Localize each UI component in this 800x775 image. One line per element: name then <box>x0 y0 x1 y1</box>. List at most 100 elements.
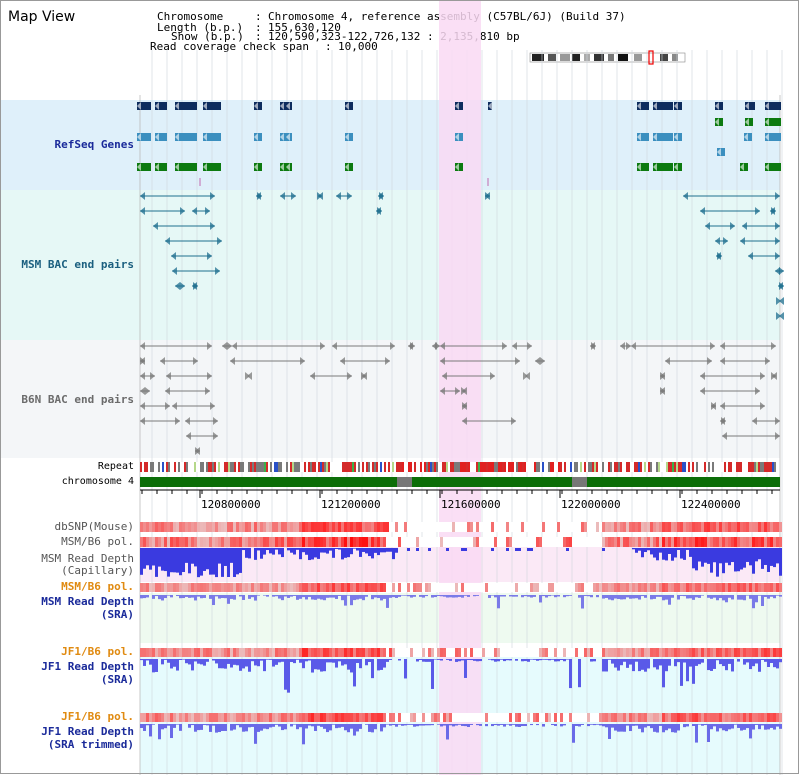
track-label-dbsnp[interactable]: dbSNP(Mouse) <box>54 520 134 533</box>
heat-cell <box>482 522 485 532</box>
depth-bar <box>764 724 767 730</box>
track-label-jf1-depth-sra[interactable]: JF1 Read Depth <box>41 660 134 673</box>
heatmap-tracks[interactable] <box>140 522 782 722</box>
depth-bar <box>749 724 752 739</box>
repeat-element <box>272 462 274 472</box>
depth-bar <box>773 724 776 730</box>
depth-bar <box>575 724 578 726</box>
track-label-jf1-b6-pol-1[interactable]: JF1/B6 pol. <box>61 645 134 658</box>
track-label-jf1-b6-pol-2[interactable]: JF1/B6 pol. <box>61 710 134 723</box>
heat-cell <box>236 537 239 547</box>
depth-bar <box>743 595 746 601</box>
depth-bar <box>560 659 563 661</box>
heat-cell <box>344 537 347 547</box>
heat-cell <box>170 713 173 722</box>
track-label-b6n-bac[interactable]: B6N BAC end pairs <box>21 393 134 406</box>
depth-bar <box>143 724 146 731</box>
heat-cell <box>197 583 200 592</box>
heat-cell <box>266 537 269 547</box>
track-label-msm-b6-pol-1[interactable]: MSM/B6 pol. <box>61 535 134 548</box>
repeat-element <box>278 462 280 472</box>
heat-cell <box>359 713 362 722</box>
depth-bar <box>500 595 503 597</box>
heat-cell <box>608 537 611 547</box>
depth-bar <box>281 659 284 662</box>
depth-bar <box>218 595 221 599</box>
heat-cell <box>770 522 773 532</box>
bac-end-marker <box>317 192 322 200</box>
depth-bar <box>722 659 725 667</box>
track-label-msm-b6-pol-2[interactable]: MSM/B6 pol. <box>61 580 134 593</box>
track-label-msm-depth-capillary[interactable]: MSM Read Depth <box>41 552 134 565</box>
heat-cell <box>335 537 338 547</box>
depth-bar <box>362 548 365 552</box>
track-label-refseq[interactable]: RefSeq Genes <box>54 138 134 151</box>
chromosome-bar[interactable] <box>140 477 780 487</box>
depth-bar <box>578 659 581 688</box>
depth-bar <box>605 724 608 728</box>
heat-cell <box>197 522 200 532</box>
refseq-genes-layer[interactable] <box>137 102 781 186</box>
heat-cell <box>743 648 746 657</box>
heat-cell <box>362 648 365 657</box>
depth-bar <box>764 595 767 597</box>
depth-bar <box>158 548 161 567</box>
depth-bar <box>146 595 149 598</box>
heat-cell <box>698 583 701 592</box>
heat-cell <box>593 522 596 532</box>
heat-cell <box>188 713 191 722</box>
heat-cell <box>305 537 308 547</box>
repeat-element <box>510 462 512 472</box>
b6n-bac-layer[interactable] <box>140 342 780 455</box>
bac-end-marker <box>175 282 180 290</box>
heat-cell <box>251 537 254 547</box>
depth-bar <box>203 724 206 725</box>
depth-bar <box>770 548 773 566</box>
gene-strand-arrow <box>740 163 744 171</box>
depth-bar <box>725 548 728 563</box>
depth-bar <box>380 659 383 670</box>
track-label-msm-bac[interactable]: MSM BAC end pairs <box>21 258 134 271</box>
repeat-element <box>326 462 328 472</box>
heat-cell <box>149 522 152 532</box>
heat-cell <box>464 537 467 547</box>
track-label-jf1-depth-trim[interactable]: JF1 Read Depth <box>41 725 134 738</box>
heat-cell <box>626 537 629 547</box>
heat-cell <box>470 583 473 592</box>
heat-cell <box>653 522 656 532</box>
depth-bar <box>764 659 767 662</box>
heat-cell <box>152 522 155 532</box>
bac-end-marker <box>310 372 315 380</box>
heat-cell <box>740 583 743 592</box>
chromosome-gap <box>572 477 587 487</box>
heat-cell <box>530 648 533 657</box>
depth-bar <box>734 724 737 725</box>
depth-bar <box>305 659 308 662</box>
repeat-track[interactable] <box>140 462 778 472</box>
highlight-region[interactable] <box>439 0 481 775</box>
heat-cell <box>464 522 467 532</box>
depth-bar <box>341 595 344 601</box>
heat-cell <box>731 648 734 657</box>
heat-cell <box>506 537 509 547</box>
repeat-element <box>294 462 296 472</box>
bac-end-marker <box>180 282 185 290</box>
repeat-element <box>424 462 426 472</box>
repeat-element <box>270 462 272 472</box>
heat-cell <box>587 713 590 722</box>
depth-bar <box>590 595 593 598</box>
heat-cell <box>698 648 701 657</box>
heat-cell <box>155 713 158 722</box>
depth-bar <box>368 548 371 557</box>
heat-cell <box>401 648 404 657</box>
bac-end-marker <box>291 192 296 200</box>
heat-cell <box>518 648 521 657</box>
heat-cell <box>467 583 470 592</box>
heat-cell <box>167 522 170 532</box>
track-label-msm-depth-sra[interactable]: MSM Read Depth <box>41 595 134 608</box>
heat-cell <box>329 713 332 722</box>
heat-cell <box>539 522 542 532</box>
depth-bar <box>386 548 389 552</box>
msm-bac-layer[interactable] <box>140 192 784 320</box>
depth-tracks[interactable] <box>140 548 782 745</box>
